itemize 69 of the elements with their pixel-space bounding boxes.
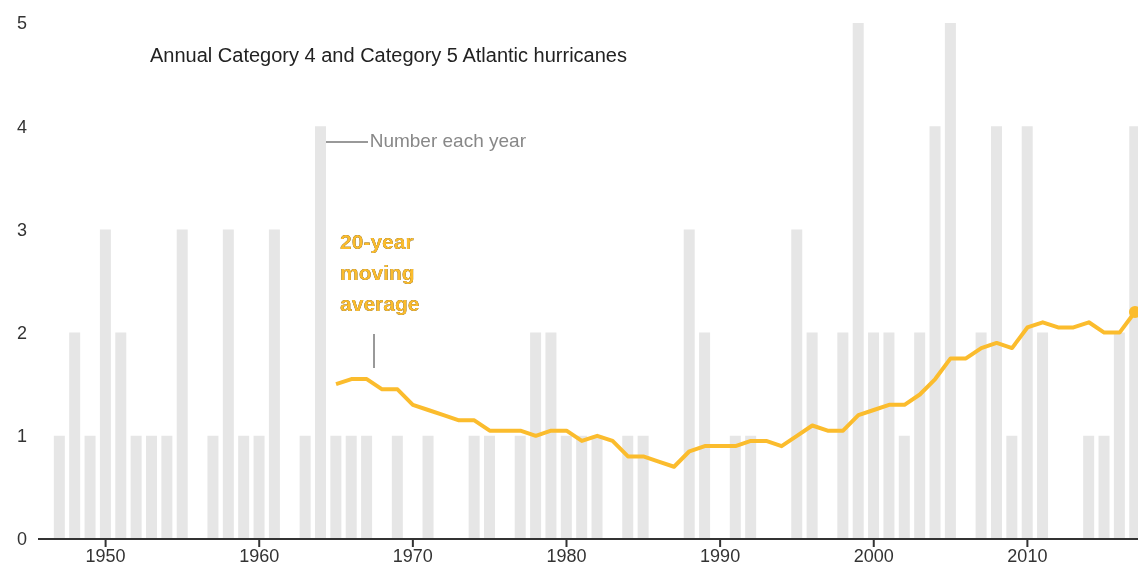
x-tick-label: 2000 <box>853 545 894 566</box>
bar <box>1083 435 1095 539</box>
bar <box>699 332 711 539</box>
bar <box>207 435 219 539</box>
x-tick-label: 2010 <box>1007 545 1048 566</box>
x-tick-label: 1970 <box>392 545 433 566</box>
bar <box>683 229 695 539</box>
bar <box>637 435 649 539</box>
bar <box>806 332 818 539</box>
bar <box>883 332 895 539</box>
text: 20-year moving average <box>340 228 421 317</box>
bar <box>422 435 434 539</box>
y-tick-label: 5 <box>16 13 28 34</box>
y-tick-label: 2 <box>16 322 28 343</box>
bar <box>745 435 757 539</box>
x-tick-label: 1990 <box>700 545 741 566</box>
y-tick-label: 4 <box>16 116 28 137</box>
bar <box>929 126 941 539</box>
bar <box>944 23 956 539</box>
bar <box>591 435 603 539</box>
bar <box>53 435 65 539</box>
bar <box>161 435 173 539</box>
bar <box>146 435 158 539</box>
bar <box>791 229 803 539</box>
bar <box>852 23 864 539</box>
bar <box>69 332 81 539</box>
bar <box>898 435 910 539</box>
bar <box>622 435 634 539</box>
y-tick-label: 0 <box>16 529 28 550</box>
bar <box>576 435 588 539</box>
text: Annual Category 4 and Category 5 Atlantic hurricanes <box>150 44 627 68</box>
bar <box>914 332 926 539</box>
bar <box>975 332 987 539</box>
bar <box>176 229 188 539</box>
bar <box>84 435 96 539</box>
bar <box>222 229 234 539</box>
bar <box>560 435 572 539</box>
bar <box>1098 435 1110 539</box>
bar <box>315 126 326 539</box>
y-tick-label: 3 <box>16 219 28 240</box>
x-tick-label: 1960 <box>239 545 280 566</box>
bar <box>468 435 480 539</box>
bar <box>1113 332 1125 539</box>
bar <box>837 332 849 539</box>
bar <box>1006 435 1018 539</box>
bar <box>238 435 250 539</box>
x-tick-label: 1950 <box>85 545 126 566</box>
bar <box>868 332 880 539</box>
bar <box>330 435 342 539</box>
bar <box>268 229 280 539</box>
bar <box>361 435 373 539</box>
bar <box>483 435 495 539</box>
bar <box>115 332 127 539</box>
bar <box>130 435 142 539</box>
bar <box>299 435 311 539</box>
bar <box>530 332 542 539</box>
x-tick-label: 1980 <box>546 545 587 566</box>
bar <box>391 435 403 539</box>
bar <box>1021 126 1033 539</box>
bar <box>99 229 111 539</box>
bar <box>545 332 557 539</box>
y-tick-label: 1 <box>16 426 28 447</box>
bar <box>253 435 265 539</box>
bar <box>990 126 1002 539</box>
text: Number each year <box>369 129 526 152</box>
bar <box>345 435 357 539</box>
bar <box>514 435 526 539</box>
bar <box>729 435 741 539</box>
bar <box>1037 332 1049 539</box>
